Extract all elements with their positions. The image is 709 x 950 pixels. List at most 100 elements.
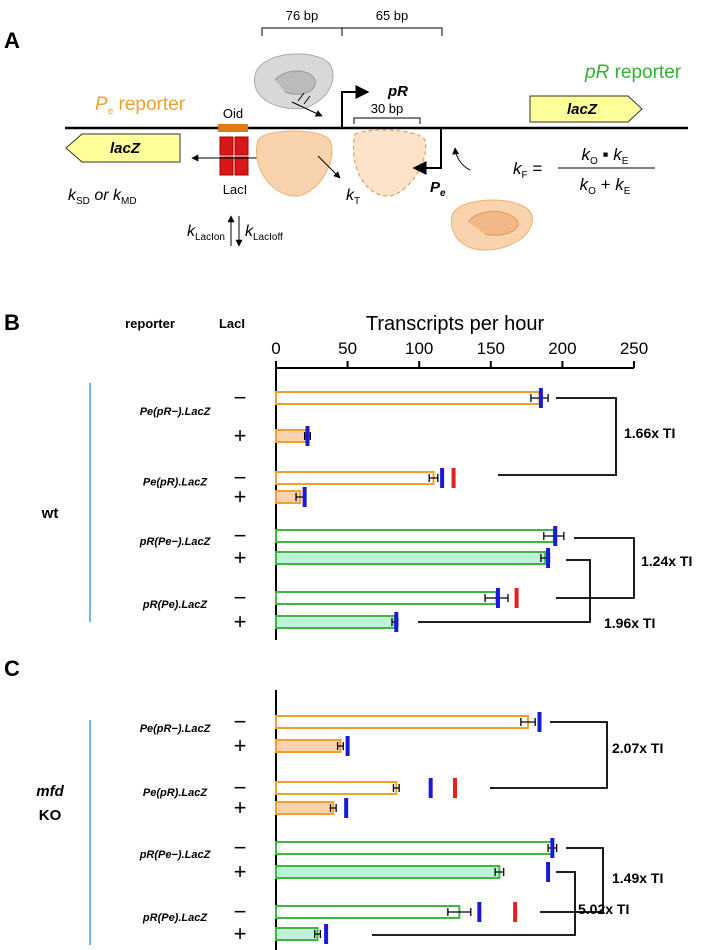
rate-t: kT — [346, 187, 360, 207]
overlap-label: 30 bp — [371, 101, 404, 116]
error-bar — [494, 868, 505, 876]
column-header: LacI — [219, 316, 245, 331]
model-mark-blue — [344, 798, 349, 818]
laci-label: − — [234, 523, 247, 548]
text: or — [90, 187, 113, 204]
rnap-inner — [274, 70, 316, 95]
ti-bracket — [372, 871, 576, 936]
error-bar — [336, 742, 344, 750]
text: k — [613, 145, 623, 164]
laci-label: + — [234, 484, 247, 509]
ti-annotation: 5.02x TI — [578, 901, 629, 917]
laci-label: − — [234, 385, 247, 410]
lacz-box — [65, 133, 181, 163]
row-label: pR(Pe).LacZ — [142, 599, 208, 611]
rnap-orange — [256, 130, 333, 197]
pe-label: Pe — [430, 179, 446, 199]
error-bar — [428, 474, 439, 482]
model-mark-blue — [440, 468, 445, 488]
text: reporter — [609, 62, 681, 83]
model-mark-red — [453, 778, 457, 798]
ti-bracket — [540, 847, 604, 913]
text: k — [245, 223, 254, 240]
text: k — [187, 223, 196, 240]
error-bar — [520, 718, 536, 726]
text: e — [440, 188, 446, 199]
ti-annotation: 1.66x TI — [624, 425, 675, 441]
model-mark-blue — [394, 612, 399, 632]
bar — [275, 551, 547, 565]
model-mark-blue — [324, 924, 329, 944]
group-label: wt — [41, 505, 59, 522]
model-mark-red — [451, 468, 456, 488]
panel-a: A 76 bp 65 bp pR pR reporter Pe reporter… — [4, 8, 688, 251]
model-mark-red — [513, 902, 518, 922]
laci-label: − — [234, 585, 247, 610]
laci-label: + — [234, 609, 247, 634]
arrow — [317, 155, 341, 179]
text: = — [528, 159, 543, 178]
lacz-label: lacZ — [567, 101, 598, 118]
text: MD — [121, 196, 137, 207]
laci-label: + — [234, 921, 247, 946]
row-label: pR(Pe−).LacZ — [139, 536, 212, 548]
text: k — [615, 175, 625, 194]
block-mark — [297, 92, 311, 105]
text: P — [95, 94, 108, 115]
ti-bracket — [418, 559, 591, 623]
model-mark-blue — [538, 388, 543, 408]
error-bar — [329, 804, 337, 812]
x-tick-label: 150 — [477, 339, 505, 358]
row-label: Pe(pR−).LacZ — [140, 406, 212, 418]
ti-bracket — [556, 537, 635, 599]
text: k — [513, 159, 523, 178]
ti-bracket — [498, 397, 617, 476]
model-mark-blue — [546, 548, 551, 568]
x-tick-label: 250 — [620, 339, 648, 358]
bar — [275, 905, 461, 919]
text: SD — [76, 196, 90, 207]
text: O — [588, 186, 596, 197]
pr-reporter: pR reporter — [584, 62, 682, 83]
oid-site — [218, 124, 248, 132]
text: k — [113, 187, 122, 204]
laci-label: − — [234, 709, 247, 734]
model-mark-blue — [477, 902, 482, 922]
model-mark-blue — [305, 426, 310, 446]
bar — [275, 781, 398, 795]
text: e — [108, 106, 114, 117]
rate-f-den: kO + kE — [580, 175, 631, 197]
text: k — [582, 145, 592, 164]
axis-title: Transcripts per hour — [366, 313, 545, 335]
ti-annotation: 1.49x TI — [612, 870, 663, 886]
pe-reporter: Pe reporter — [95, 94, 186, 117]
bar — [275, 471, 435, 485]
laci-label: + — [234, 733, 247, 758]
rate-off: kLacIoff — [245, 223, 283, 243]
x-tick-label: 50 — [338, 339, 357, 358]
span-bracket — [261, 27, 443, 36]
laci-label: + — [234, 545, 247, 570]
x-tick-label: 100 — [405, 339, 433, 358]
text: F — [522, 170, 528, 181]
promoter-pr — [341, 85, 370, 128]
pr-label: pR — [387, 83, 408, 100]
span-label: 65 bp — [376, 8, 409, 23]
text: LacIon — [195, 232, 225, 243]
rate-sd: kSD or kMD — [68, 187, 137, 207]
ti-bracket — [490, 721, 608, 789]
model-mark-blue — [428, 778, 433, 798]
model-mark-blue — [546, 862, 551, 882]
lacz-box — [529, 95, 643, 123]
rate-on: kLacIon — [187, 223, 225, 243]
bar — [275, 429, 309, 443]
panel-label: B — [4, 310, 20, 335]
text: pR — [584, 62, 610, 83]
laci-protein — [219, 136, 249, 176]
text: ▪ — [598, 145, 613, 164]
laci-label: + — [234, 859, 247, 884]
bar — [275, 615, 396, 629]
error-bar — [392, 784, 400, 792]
text: k — [68, 187, 77, 204]
